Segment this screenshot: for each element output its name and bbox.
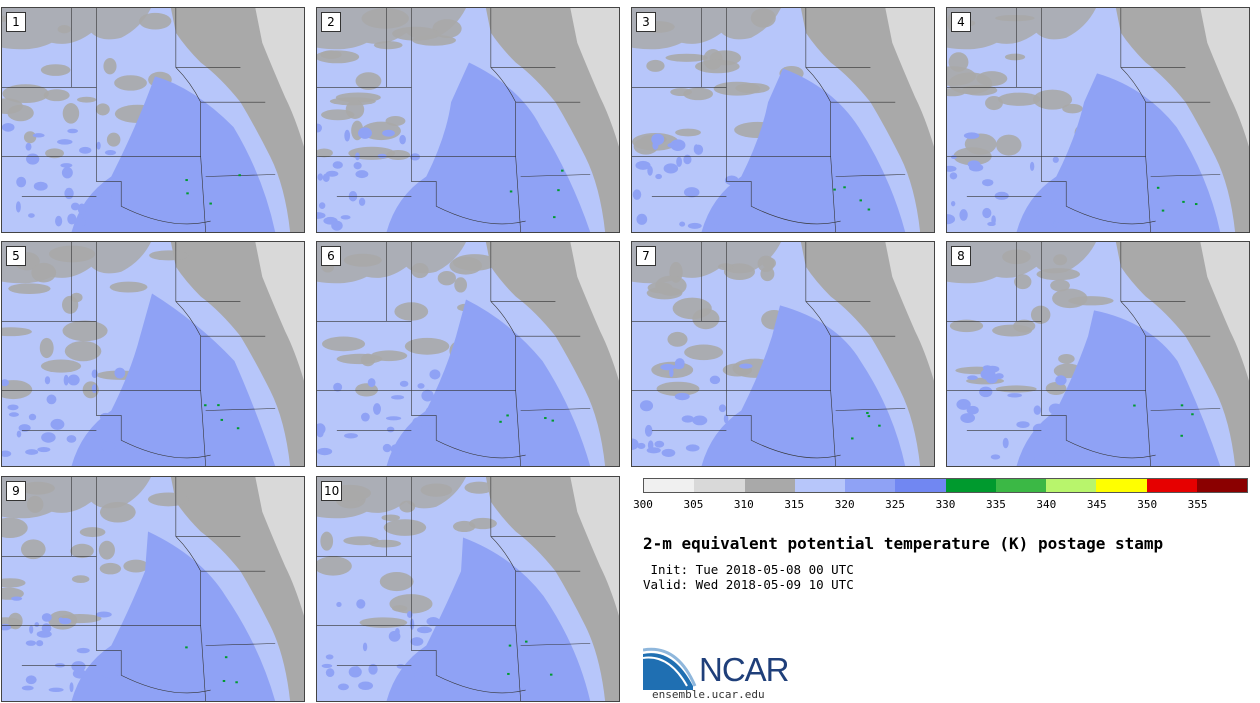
colorbar-ticks: 300 305 310 315 320 325 330 335 340 345 350 355	[633, 498, 1248, 514]
map-panel: 5	[1, 241, 305, 467]
ncar-logo-icon	[643, 647, 697, 690]
map-panel: 2	[316, 7, 620, 233]
map-panel: 7	[631, 241, 935, 467]
panel-number-label: 1	[6, 12, 26, 32]
panel-number-label: 9	[6, 481, 26, 501]
colorbar-tick-label: 320	[834, 498, 855, 511]
panel-number-label: 2	[321, 12, 341, 32]
figure-title: 2-m equivalent potential temperature (K)…	[643, 534, 1164, 553]
panel-number-label: 6	[321, 246, 341, 266]
valid-time: Valid: Wed 2018-05-09 10 UTC	[643, 577, 854, 592]
panel-number-label: 4	[951, 12, 971, 32]
colorbar-tick-label: 340	[1036, 498, 1057, 511]
colorbar-segment	[644, 479, 695, 492]
colorbar-segment	[694, 479, 745, 492]
panel-number-label: 7	[636, 246, 656, 266]
colorbar-tick-label: 310	[733, 498, 754, 511]
map-panel: 10	[316, 476, 620, 702]
colorbar-segment	[1146, 479, 1197, 492]
init-time: Init: Tue 2018-05-08 00 UTC	[643, 562, 854, 577]
map-panel: 8	[946, 241, 1250, 467]
logo-url: ensemble.ucar.edu	[652, 688, 765, 701]
colorbar-tick-label: 355	[1187, 498, 1208, 511]
colorbar-tick-label: 345	[1086, 498, 1107, 511]
panel-number-label: 10	[321, 481, 343, 501]
logo-text: NCAR	[699, 651, 790, 688]
colorbar-segment	[995, 479, 1046, 492]
colorbar-segment	[895, 479, 946, 492]
panel-number-label: 5	[6, 246, 26, 266]
colorbar-tick-label: 350	[1137, 498, 1158, 511]
colorbar-segment	[1046, 479, 1097, 492]
map-panel: 1	[1, 7, 305, 233]
map-panel: 6	[316, 241, 620, 467]
colorbar-tick-label: 300	[633, 498, 653, 511]
colorbar-tick-label: 335	[985, 498, 1006, 511]
colorbar-segment	[744, 479, 795, 492]
colorbar-segment	[1196, 479, 1247, 492]
panel-number-label: 8	[951, 246, 971, 266]
colorbar-segment	[845, 479, 896, 492]
map-panel: 9	[1, 476, 305, 702]
colorbar-segment	[794, 479, 845, 492]
panel-number-label: 3	[636, 12, 656, 32]
colorbar-segment	[1096, 479, 1147, 492]
map-panel: 4	[946, 7, 1250, 233]
colorbar	[643, 478, 1248, 493]
colorbar-tick-label: 315	[784, 498, 805, 511]
colorbar-tick-label: 325	[885, 498, 906, 511]
map-panel: 3	[631, 7, 935, 233]
colorbar-tick-label: 330	[935, 498, 956, 511]
colorbar-segment	[945, 479, 996, 492]
colorbar-tick-label: 305	[683, 498, 704, 511]
